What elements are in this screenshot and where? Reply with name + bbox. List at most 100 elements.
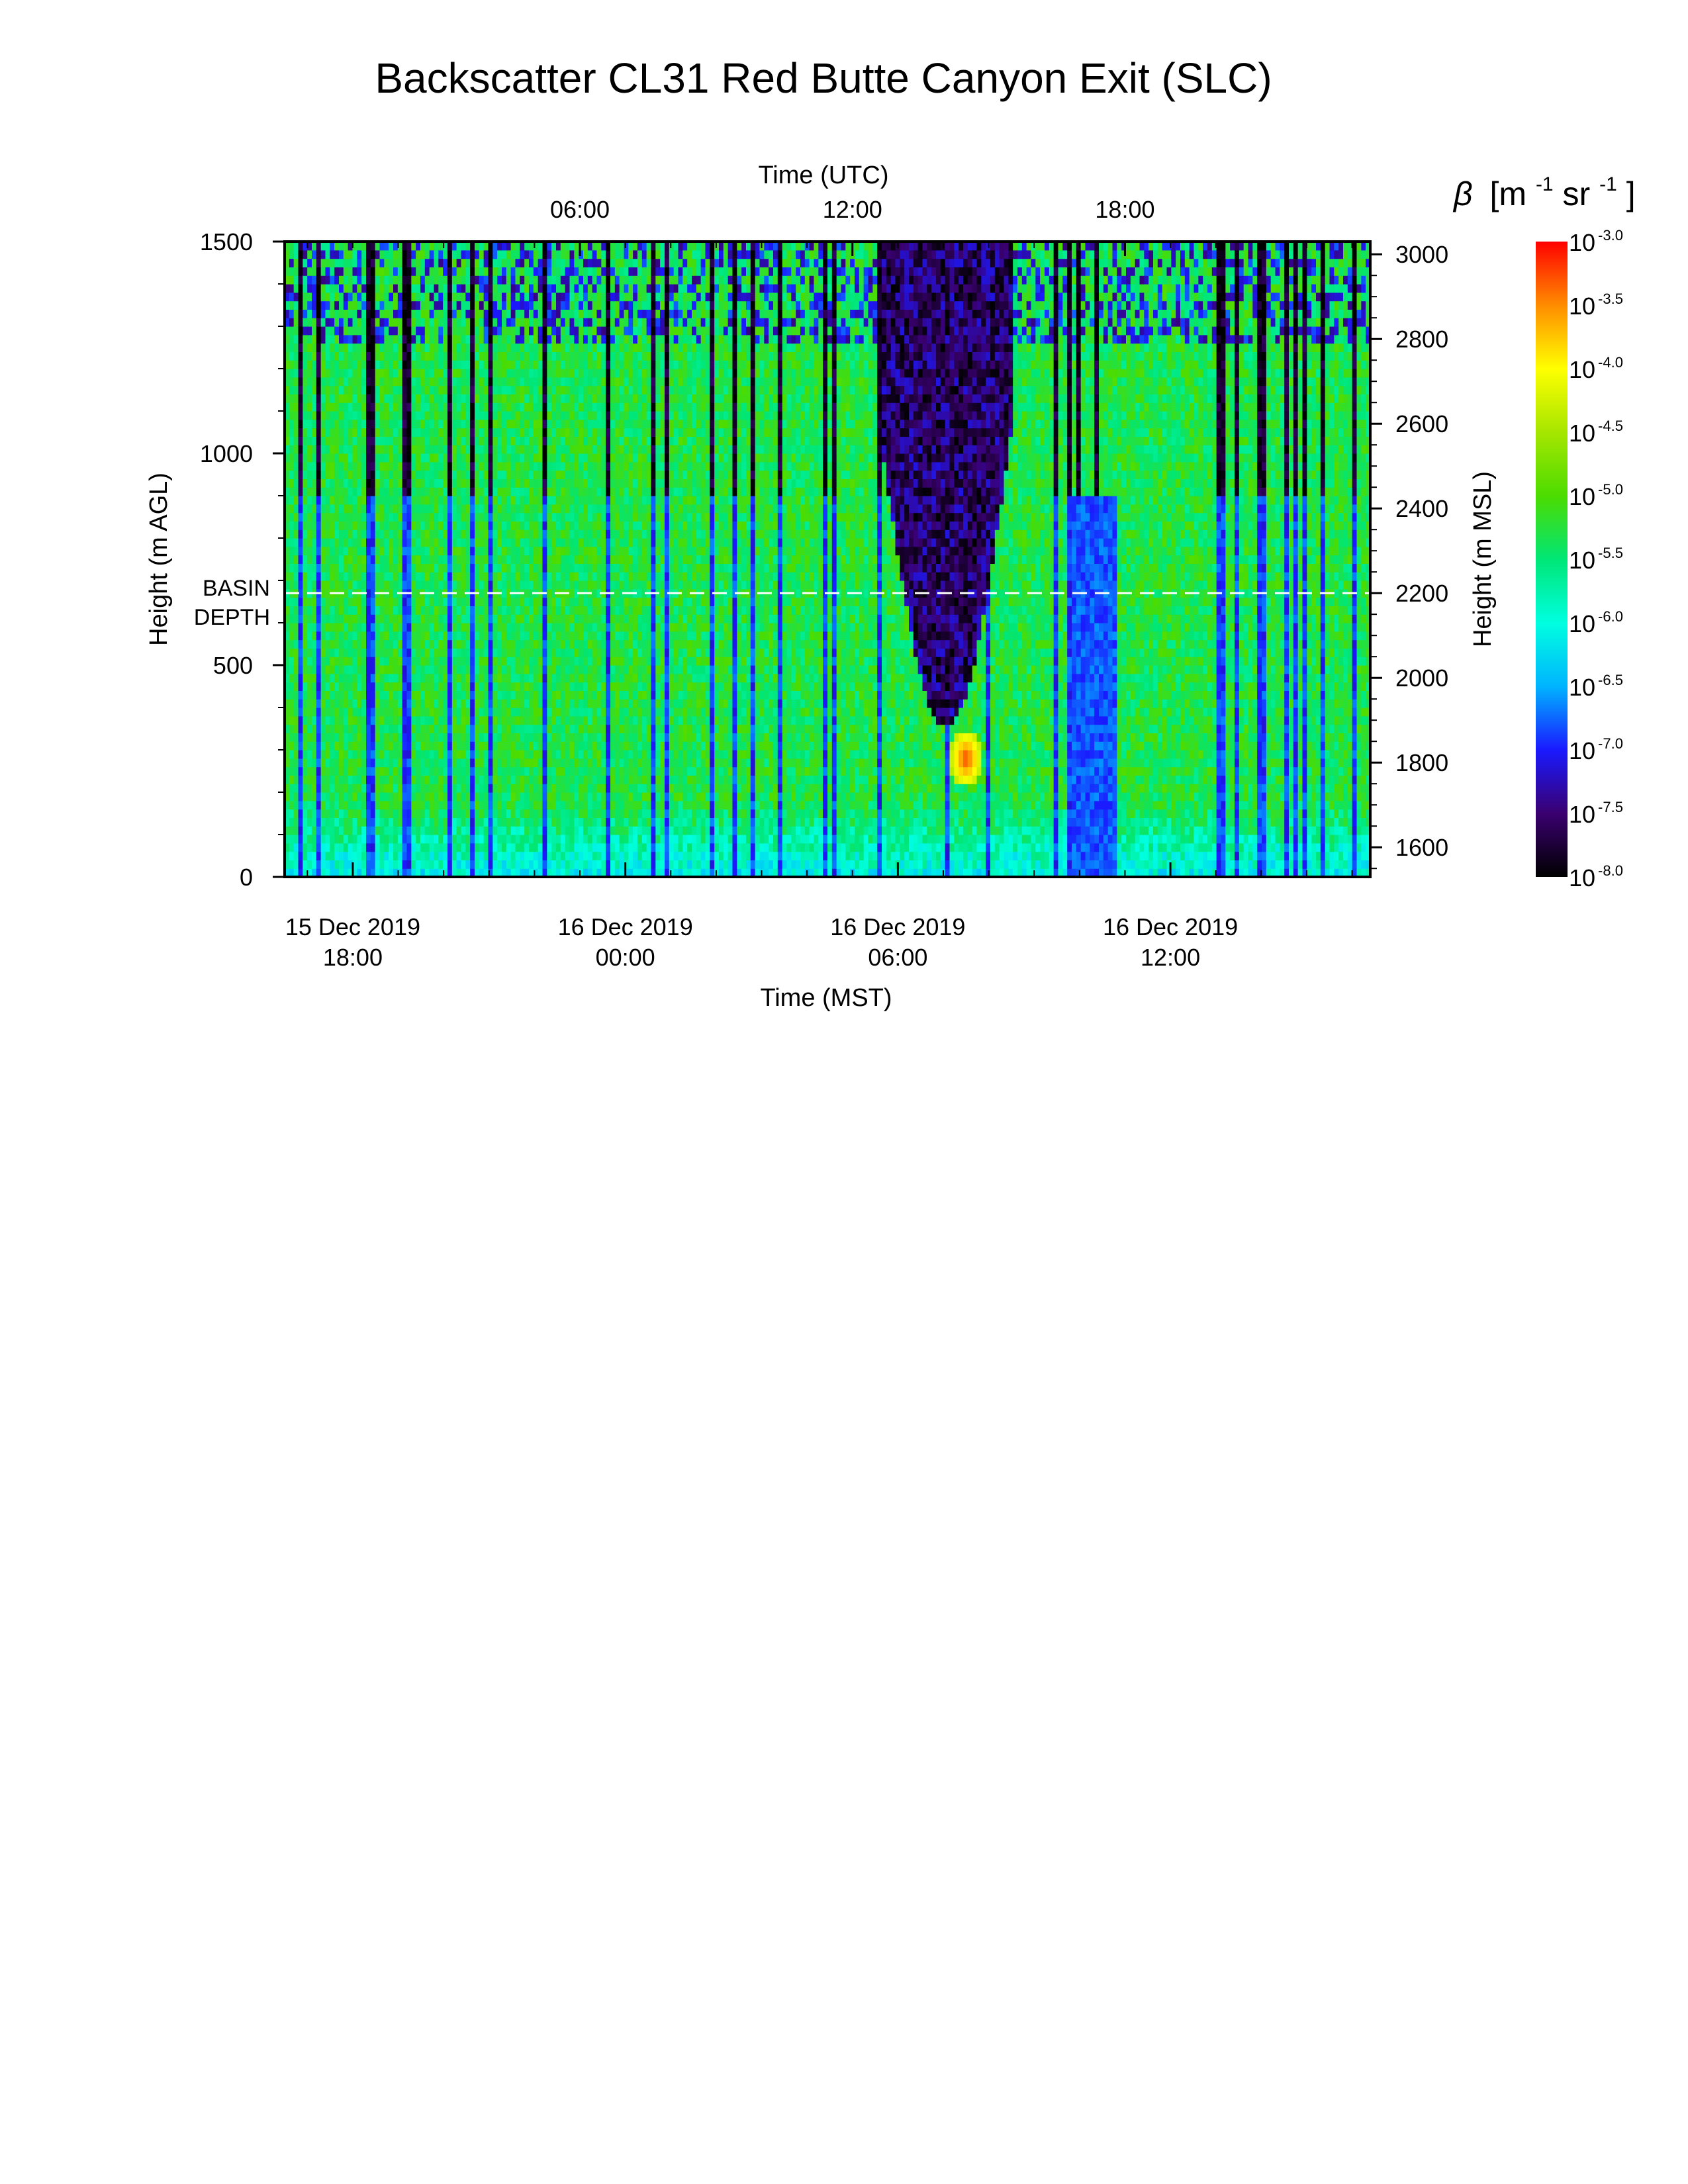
- heatmap-cell: [510, 792, 516, 801]
- heatmap-cell: [389, 682, 394, 691]
- heatmap-cell: [379, 673, 385, 683]
- heatmap-cell: [325, 334, 330, 344]
- heatmap-cell: [303, 529, 308, 539]
- heatmap-cell: [438, 521, 444, 530]
- heatmap-cell: [506, 258, 512, 267]
- heatmap-cell: [420, 529, 426, 539]
- heatmap-cell: [375, 809, 381, 818]
- heatmap-cell: [434, 775, 439, 784]
- heatmap-cell: [547, 597, 552, 606]
- heatmap-cell: [560, 445, 566, 454]
- heatmap-cell: [579, 665, 584, 674]
- heatmap-cell: [529, 419, 534, 429]
- heatmap-cell: [560, 715, 566, 725]
- heatmap-cell: [502, 673, 507, 683]
- heatmap-cell: [397, 436, 403, 445]
- heatmap-cell: [551, 436, 557, 445]
- heatmap-cell: [583, 512, 588, 522]
- heatmap-cell: [289, 351, 295, 361]
- heatmap-cell: [325, 835, 330, 844]
- heatmap-cell: [330, 258, 335, 267]
- heatmap-cell: [497, 309, 502, 318]
- heatmap-cell: [361, 690, 367, 700]
- heatmap-cell: [416, 394, 421, 403]
- heatmap-cell: [293, 402, 299, 412]
- heatmap-cell: [361, 758, 367, 768]
- heatmap-cell: [470, 809, 475, 818]
- heatmap-cell: [488, 715, 493, 725]
- heatmap-cell: [556, 546, 561, 556]
- heatmap-cell: [497, 775, 502, 784]
- heatmap-cell: [397, 800, 403, 810]
- heatmap-cell: [289, 326, 295, 336]
- heatmap-cell: [438, 267, 444, 276]
- heatmap-cell: [289, 631, 295, 641]
- heatmap-cell: [352, 733, 357, 742]
- heatmap-cell: [533, 842, 539, 852]
- heatmap-cell: [298, 394, 303, 403]
- heatmap-cell: [542, 580, 547, 590]
- heatmap-cell: [357, 496, 362, 505]
- heatmap-cell: [366, 487, 371, 496]
- heatmap-cell: [502, 487, 507, 496]
- heatmap-cell: [285, 572, 290, 581]
- heatmap-cell: [320, 538, 326, 547]
- heatmap-cell: [529, 377, 534, 387]
- heatmap-cell: [502, 242, 507, 251]
- heatmap-cell: [547, 860, 552, 869]
- heatmap-cell: [285, 699, 290, 708]
- heatmap-cell: [456, 775, 462, 784]
- heatmap-cell: [411, 555, 416, 564]
- heatmap-cell: [560, 504, 566, 514]
- heatmap-cell: [506, 555, 512, 564]
- heatmap-cell: [510, 334, 516, 344]
- heatmap-cell: [502, 360, 507, 369]
- heatmap-cell: [524, 504, 530, 514]
- heatmap-cell: [429, 835, 435, 844]
- heatmap-cell: [569, 597, 575, 606]
- heatmap-cell: [529, 766, 534, 776]
- heatmap-cell: [384, 411, 389, 420]
- heatmap-cell: [438, 343, 444, 352]
- heatmap-cell: [520, 445, 525, 454]
- heatmap-cell: [416, 478, 421, 488]
- heatmap-cell: [560, 826, 566, 835]
- heatmap-cell: [339, 538, 344, 547]
- heatmap-cell: [574, 707, 579, 717]
- heatmap-cell: [343, 360, 349, 369]
- heatmap-cell: [556, 351, 561, 361]
- heatmap-cell: [542, 470, 547, 479]
- heatmap-cell: [320, 835, 326, 844]
- heatmap-cell: [583, 835, 588, 844]
- heatmap-cell: [506, 741, 512, 751]
- heatmap-cell: [325, 623, 330, 632]
- heatmap-cell: [375, 360, 381, 369]
- heatmap-cell: [343, 741, 349, 751]
- heatmap-cell: [529, 817, 534, 827]
- heatmap-cell: [348, 741, 353, 751]
- heatmap-cell: [320, 631, 326, 641]
- heatmap-cell: [510, 326, 516, 336]
- heatmap-cell: [352, 284, 357, 293]
- heatmap-cell: [339, 521, 344, 530]
- heatmap-cell: [366, 741, 371, 751]
- heatmap-cell: [456, 860, 462, 869]
- heatmap-cell: [515, 360, 520, 369]
- heatmap-cell: [289, 851, 295, 860]
- heatmap-cell: [529, 292, 534, 302]
- heatmap-cell: [312, 284, 317, 293]
- heatmap-cell: [389, 724, 394, 733]
- heatmap-cell: [298, 242, 303, 251]
- heatmap-cell: [289, 343, 295, 352]
- heatmap-cell: [461, 487, 466, 496]
- heatmap-cell: [565, 851, 571, 860]
- heatmap-cell: [497, 563, 502, 572]
- heatmap-cell: [569, 300, 575, 310]
- heatmap-cell: [406, 572, 412, 581]
- heatmap-cell: [492, 860, 498, 869]
- heatmap-cell: [285, 597, 290, 606]
- heatmap-cell: [443, 741, 448, 751]
- heatmap-cell: [456, 606, 462, 615]
- heatmap-cell: [402, 428, 408, 437]
- heatmap-cell: [312, 369, 317, 378]
